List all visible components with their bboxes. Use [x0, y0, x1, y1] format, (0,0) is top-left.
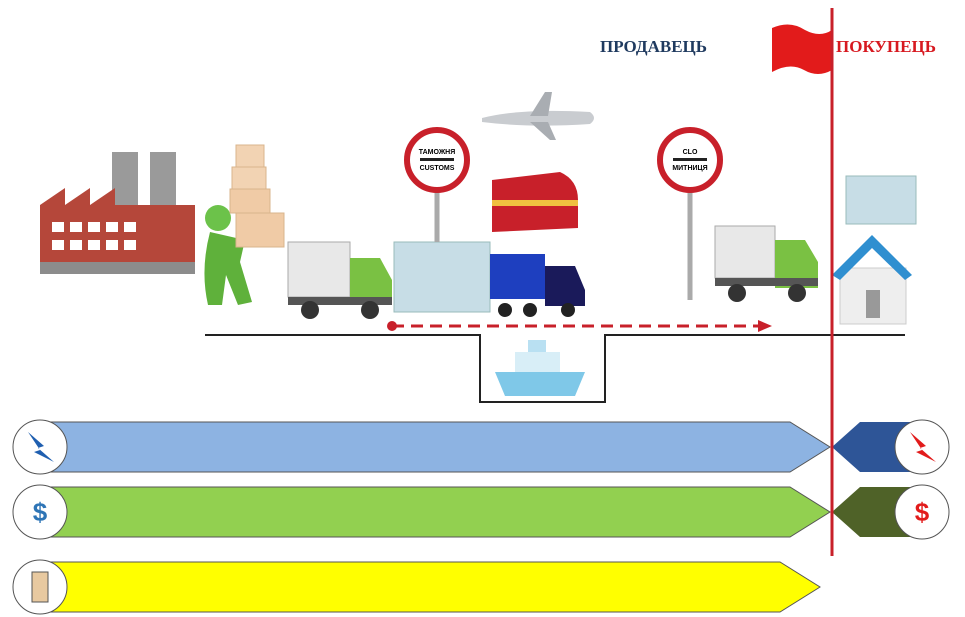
seller-label: ПРОДАВЕЦЬ	[600, 37, 707, 56]
document	[394, 242, 490, 312]
scroll	[32, 572, 48, 602]
person-with-boxes	[204, 145, 284, 305]
truck	[288, 242, 392, 319]
dollar-sign: $	[915, 497, 930, 527]
truck	[715, 226, 818, 302]
document-bar	[40, 562, 820, 612]
factory	[40, 152, 195, 274]
diagram: ПРОДАВЕЦЬ ПОКУПЕЦЬ ТАМОЖНЯ CUST	[0, 0, 965, 617]
sign-text: CLO	[683, 149, 698, 156]
sign-text: МИТНИЦЯ	[672, 165, 707, 172]
arrow-head	[758, 320, 772, 332]
truck	[490, 254, 585, 317]
risk-bar	[40, 422, 830, 472]
buyer-label: ПОКУПЕЦЬ	[836, 37, 936, 56]
customs-sign: ТАМОЖНЯ CUSTOMS	[407, 130, 467, 242]
sign-text: ТАМОЖНЯ	[419, 149, 456, 156]
plane	[482, 92, 594, 140]
train	[492, 172, 578, 232]
customs-sign: CLO МИТНИЦЯ	[660, 130, 720, 300]
house	[832, 235, 912, 324]
document	[846, 176, 916, 224]
ship	[495, 340, 585, 396]
flag	[772, 24, 832, 74]
cost-bar	[40, 487, 830, 537]
dollar-sign: $	[33, 497, 48, 527]
sign-text: CUSTOMS	[420, 165, 455, 172]
